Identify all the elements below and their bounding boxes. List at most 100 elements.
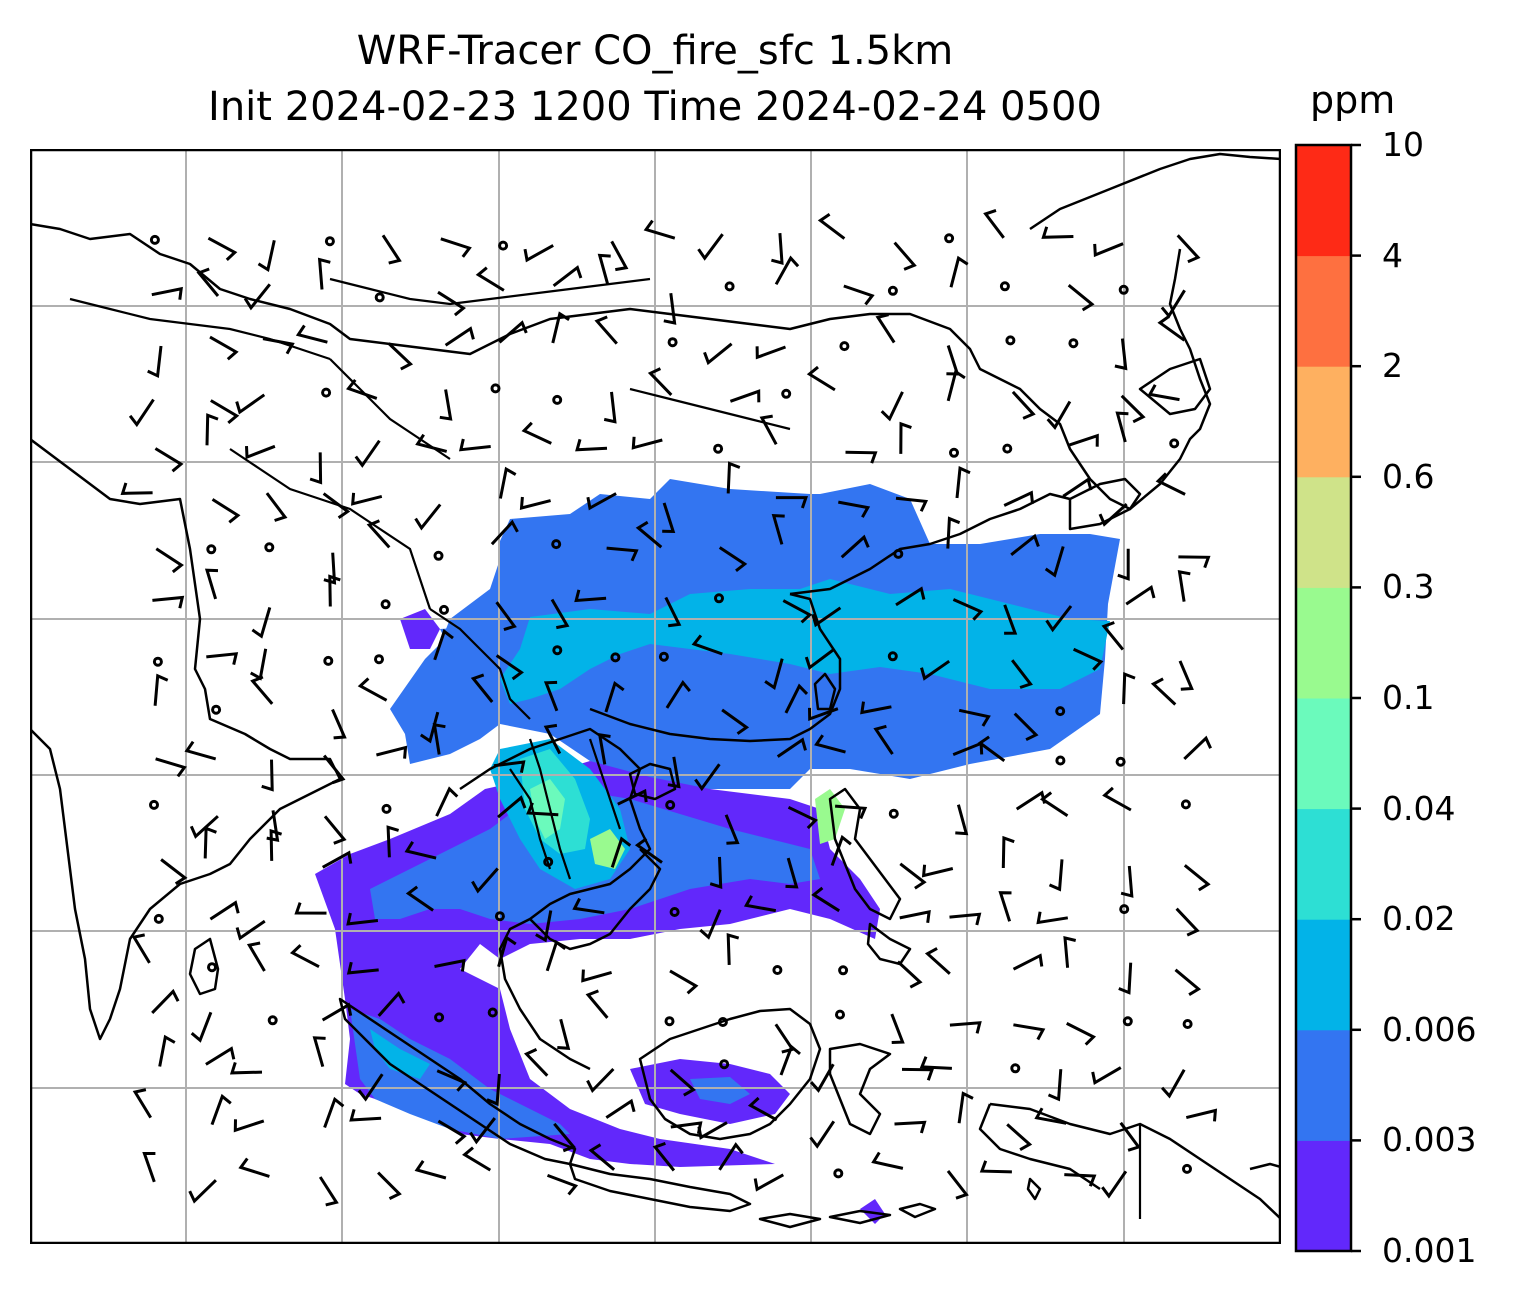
wind-barb	[919, 1056, 952, 1070]
wind-barb	[894, 1120, 927, 1134]
calm-wind-marker	[1180, 799, 1191, 810]
wind-barb	[610, 240, 629, 272]
wind-barb	[946, 345, 960, 376]
colorbar-segment	[1296, 587, 1351, 699]
wind-barb	[604, 680, 625, 713]
wind-barb	[664, 596, 682, 628]
wind-barb	[631, 436, 663, 450]
wind-barb	[703, 342, 733, 366]
wind-barb	[588, 1143, 616, 1171]
colorbar-segment	[1296, 808, 1351, 920]
wind-barb	[381, 234, 402, 265]
wind-barb	[346, 378, 378, 400]
calm-wind-marker	[439, 604, 449, 615]
wind-barb	[204, 568, 219, 600]
wind-barb	[1011, 659, 1033, 689]
wind-barb	[295, 324, 328, 344]
wind-barb	[405, 885, 434, 912]
wind-barb	[433, 628, 454, 661]
wind-barb	[243, 283, 271, 311]
wind-barb	[860, 701, 892, 715]
calm-wind-marker	[1115, 756, 1126, 767]
wind-barb	[955, 804, 969, 836]
colorbar-segment	[1296, 255, 1351, 367]
calm-wind-marker	[498, 240, 509, 251]
wind-barb	[439, 389, 453, 421]
calm-wind-marker	[380, 599, 391, 610]
calm-wind-marker	[772, 965, 783, 975]
wind-barb	[998, 891, 1012, 922]
wind-barb	[771, 514, 785, 545]
wind-barb	[743, 895, 777, 913]
calm-wind-marker	[543, 856, 554, 867]
wind-barb	[249, 648, 268, 681]
calm-wind-marker	[1010, 1063, 1021, 1074]
wind-barb	[1067, 284, 1095, 312]
wind-barb	[535, 910, 553, 943]
calm-wind-marker	[206, 544, 217, 555]
wind-barb	[131, 933, 151, 964]
calm-wind-marker	[669, 907, 680, 917]
calm-wind-marker	[1068, 338, 1079, 349]
wind-barb	[1063, 935, 1077, 968]
wind-barb	[691, 634, 723, 656]
wind-barb	[557, 1018, 571, 1050]
wind-barb	[1006, 1123, 1033, 1152]
wind-barb	[1115, 411, 1129, 443]
wind-barb	[811, 886, 840, 913]
wind-barb	[606, 546, 639, 562]
wind-barb	[289, 944, 320, 969]
wind-barb	[493, 760, 526, 774]
wind-barb	[920, 659, 951, 681]
wind-barb	[873, 724, 894, 755]
wind-barb	[1150, 677, 1177, 706]
wind-barb	[949, 1021, 982, 1034]
wind-barb	[775, 496, 808, 509]
wind-barb	[747, 1096, 778, 1122]
wind-barb	[550, 598, 570, 630]
wind-barb	[1120, 394, 1146, 424]
colorbar-segment	[1296, 145, 1351, 257]
wind-barb	[519, 496, 551, 510]
wind-barb	[189, 815, 219, 839]
wind-barb	[414, 503, 442, 531]
wind-barb	[261, 759, 274, 792]
wind-barb	[1117, 548, 1130, 581]
wind-barb	[323, 754, 346, 785]
wind-barb	[235, 919, 266, 941]
wind-barb	[1001, 835, 1015, 869]
wind-barb	[834, 804, 868, 820]
wind-barb	[1114, 338, 1128, 371]
wind-barb	[603, 391, 617, 424]
wind-barbs	[120, 208, 1218, 1207]
calm-wind-marker	[944, 233, 955, 244]
wind-barb	[543, 723, 562, 755]
calm-wind-marker	[487, 1007, 498, 1018]
wind-barb	[1072, 647, 1104, 671]
wind-barb	[764, 658, 784, 691]
colorbar-tick-label: 4	[1382, 235, 1403, 275]
wind-barb	[759, 414, 778, 446]
wind-barb	[787, 805, 819, 830]
wind-barb	[377, 990, 406, 1017]
wind-barb	[346, 961, 379, 975]
chart-title-line-1: WRF-Tracer CO_fire_sfc 1.5km	[356, 28, 954, 74]
calm-wind-marker	[149, 799, 159, 810]
wind-barb	[575, 438, 608, 452]
wind-barb	[983, 208, 1005, 239]
calm-wind-marker	[999, 281, 1010, 292]
wind-barb	[1101, 1170, 1128, 1199]
wind-barb	[694, 763, 721, 792]
wind-barb	[663, 293, 677, 325]
wind-barb	[158, 1034, 176, 1067]
wind-barb	[205, 1046, 236, 1066]
wind-barb	[415, 433, 448, 453]
wind-barb	[250, 675, 274, 705]
wind-barb	[718, 1142, 744, 1171]
wind-barb	[1147, 384, 1180, 402]
colorbar-unit-label: ppm	[1310, 78, 1396, 122]
calm-wind-marker	[211, 704, 222, 715]
wind-barb	[246, 941, 266, 972]
wind-barb	[726, 461, 741, 494]
wind-barb	[235, 393, 266, 415]
